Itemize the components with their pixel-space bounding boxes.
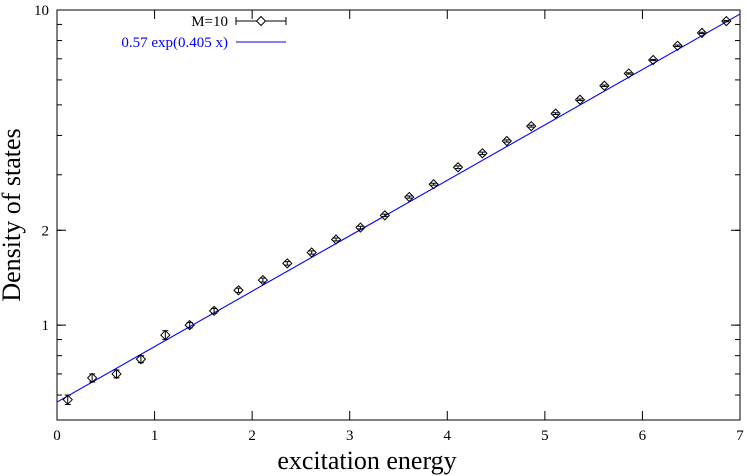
legend-label-points: M=10 [191, 14, 228, 30]
diamond-marker [672, 40, 683, 51]
diamond-marker [62, 394, 73, 405]
x-axis-title: excitation energy [277, 446, 456, 475]
y-axis-title: Density of states [0, 128, 26, 301]
y-tick-label: 1 [42, 318, 50, 334]
data-point [330, 234, 342, 245]
diamond-marker [86, 372, 98, 384]
data-point [599, 80, 610, 91]
x-tick-label: 3 [346, 428, 354, 444]
x-tick-label: 1 [151, 428, 159, 444]
diamond-marker [647, 54, 659, 66]
data-point [355, 222, 366, 233]
legend: M=10 0.57 exp(0.405 x) [121, 14, 287, 51]
diamond-marker [525, 120, 537, 132]
diamond-marker [257, 274, 269, 286]
data-point [574, 94, 586, 105]
data-point [208, 305, 220, 317]
diamond-marker [550, 108, 561, 119]
data-point [550, 108, 561, 119]
diamond-marker [477, 148, 488, 159]
data-point [623, 68, 634, 79]
axis-ticks: 0 1 2 3 4 5 6 7 1 2 10 [34, 3, 744, 444]
diamond-marker [599, 80, 610, 91]
diamond-marker [452, 162, 464, 173]
data-point [184, 319, 195, 331]
data-point [696, 27, 708, 39]
diamond-marker [160, 329, 171, 341]
fit-line [56, 13, 741, 403]
data-point [672, 40, 683, 51]
diamond-marker [501, 135, 513, 147]
data-point [282, 258, 293, 269]
diamond-marker [428, 179, 439, 190]
diamond-marker [330, 234, 342, 245]
data-point [404, 191, 415, 203]
diamond-marker [696, 27, 708, 39]
diamond-marker [379, 210, 391, 221]
diamond-marker [623, 68, 634, 79]
data-point [477, 148, 488, 159]
x-tick-label: 5 [541, 428, 549, 444]
diamond-marker [721, 15, 732, 27]
data-point [111, 368, 122, 380]
data-point [62, 394, 73, 405]
x-tick-label: 0 [53, 428, 61, 444]
data-point [306, 247, 317, 258]
x-tick-label: 6 [639, 428, 647, 444]
diamond-marker [404, 191, 415, 203]
diamond-marker [111, 368, 122, 380]
diamond-marker [306, 247, 317, 258]
diamond-marker [208, 305, 220, 317]
x-tick-label: 2 [248, 428, 256, 444]
x-tick-label: 7 [736, 428, 744, 444]
data-point [647, 54, 659, 66]
data-point [452, 162, 464, 173]
points-layer [62, 15, 732, 405]
data-point [379, 210, 391, 221]
data-point [501, 135, 513, 147]
diamond-marker [355, 222, 366, 233]
diamond-marker [233, 285, 244, 296]
legend-diamond-marker [255, 15, 267, 27]
y-tick-label: 2 [42, 223, 50, 239]
data-point [525, 120, 537, 132]
data-point [428, 179, 439, 190]
data-point [257, 274, 269, 286]
diamond-marker [574, 94, 586, 105]
legend-label-fit: 0.57 exp(0.405 x) [121, 35, 228, 51]
data-point [721, 15, 732, 27]
diamond-marker [135, 353, 147, 365]
data-point [135, 353, 147, 365]
diamond-marker [282, 258, 293, 269]
diamond-marker [184, 319, 195, 331]
fit-layer [56, 13, 741, 403]
data-point [86, 372, 98, 384]
data-point [160, 329, 171, 341]
x-tick-label: 4 [444, 428, 452, 444]
y-tick-label: 10 [34, 3, 49, 19]
plot-frame [56, 9, 741, 421]
data-point [233, 285, 244, 296]
